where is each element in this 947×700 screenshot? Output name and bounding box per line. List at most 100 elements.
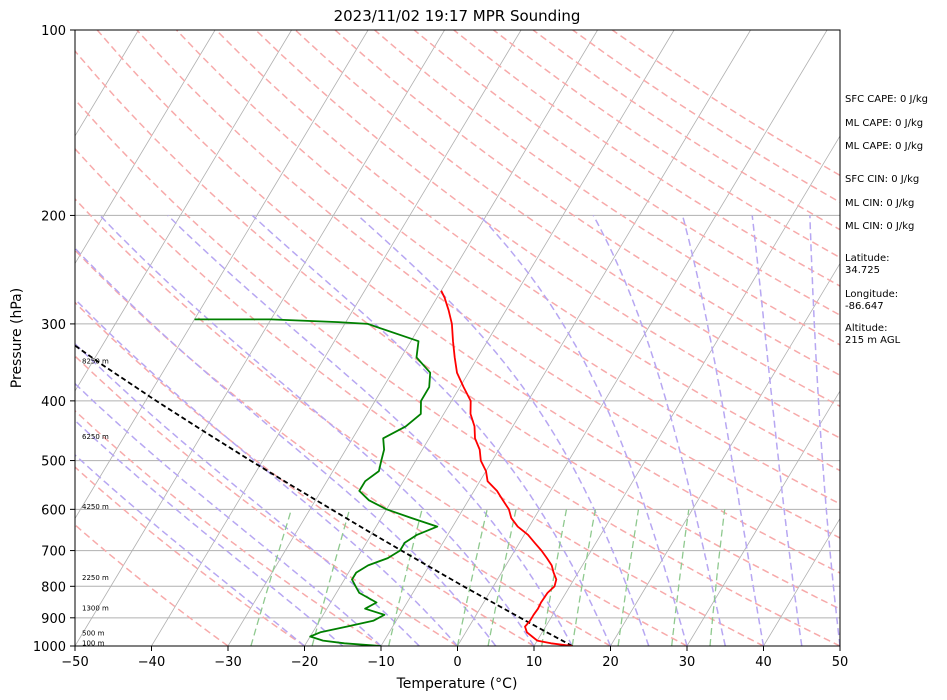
isotherm-line — [75, 30, 216, 265]
parcel-path-line — [75, 344, 573, 646]
y-tick-label: 800 — [41, 580, 66, 595]
y-tick-label: 600 — [41, 503, 66, 518]
isotherm-line — [75, 30, 369, 520]
moist-adiabat-line — [592, 215, 727, 646]
background-lines — [75, 30, 840, 646]
y-tick-label: 700 — [41, 545, 66, 560]
stat-sfc-cin: SFC CIN: 0 J/kg — [845, 174, 919, 185]
moist-adiabat-line — [357, 214, 650, 646]
latitude-value: 34.725 — [845, 265, 880, 276]
dry-adiabat-line — [75, 249, 611, 646]
dry-adiabat-line — [136, 30, 840, 539]
dry-adiabat-line — [294, 30, 840, 408]
isotherm-line — [380, 30, 751, 646]
dry-adiabat-line — [255, 30, 840, 439]
y-tick-label: 900 — [41, 612, 66, 627]
longitude-label: Longitude: — [845, 289, 898, 300]
temperature-line — [440, 290, 573, 646]
stat-ml-cin: ML CIN: 0 J/kg — [845, 198, 914, 209]
y-tick-label: 200 — [41, 209, 66, 224]
height-label: 4250 m — [82, 503, 109, 511]
mixing-ratio-line — [571, 509, 597, 646]
x-tick-label: 0 — [453, 655, 461, 670]
moist-adiabat-line — [75, 298, 459, 646]
dry-adiabat-line — [413, 30, 840, 316]
dry-adiabat-line — [96, 30, 840, 574]
moist-adiabat-line — [681, 215, 765, 646]
altitude-value: 215 m AGL — [845, 335, 901, 346]
dry-adiabat-line — [75, 301, 535, 646]
y-tick-label: 400 — [41, 395, 66, 410]
height-label: 100 m — [82, 639, 105, 647]
isotherm-line — [151, 30, 522, 646]
y-tick-label: 500 — [41, 455, 66, 470]
mixing-ratio-line — [250, 509, 293, 646]
isotherm-line — [75, 30, 445, 646]
stat-ml-cin-2: ML CIN: 0 J/kg — [845, 221, 914, 232]
moist-adiabat-line — [99, 214, 535, 646]
y-tick-label: 100 — [41, 24, 66, 39]
altitude-label: Altitude: — [845, 323, 887, 334]
dry-adiabat-line — [75, 49, 840, 610]
dry-adiabat-line — [75, 409, 382, 646]
isotherm-line — [533, 135, 840, 646]
y-axis: 100 200 300 400 500 600 700 800 900 1000 — [33, 24, 75, 655]
dry-adiabat-line — [374, 30, 840, 346]
dry-adiabat-line — [175, 30, 840, 505]
x-tick-label: 20 — [602, 655, 619, 670]
isotherm-line — [75, 30, 292, 392]
x-tick-label: −10 — [367, 655, 394, 670]
x-axis: −50 −40 −30 −20 −10 0 10 20 30 40 50 — [61, 646, 848, 670]
moist-adiabat-line — [809, 215, 840, 646]
isotherm-line — [610, 262, 840, 646]
isotherm-line — [686, 390, 840, 646]
mixing-ratio-line — [709, 509, 726, 646]
height-label: 8250 m — [82, 357, 109, 365]
dry-adiabat-line — [75, 98, 840, 646]
mixing-ratio-line — [388, 509, 423, 646]
dry-adiabat-line — [75, 197, 688, 646]
x-tick-label: −30 — [214, 655, 241, 670]
moist-adiabat-line — [751, 215, 803, 646]
mixing-ratio-line — [456, 509, 488, 646]
mixing-ratio-line — [671, 509, 690, 646]
chart-title: 2023/11/02 19:17 MPR Sounding — [334, 7, 581, 25]
moist-adiabat-line — [251, 214, 612, 646]
profile-lines — [75, 290, 573, 646]
dry-adiabat-line — [75, 147, 764, 646]
dry-adiabat-line — [453, 30, 840, 287]
y-tick-label: 300 — [41, 318, 66, 333]
isotherm-line — [457, 30, 828, 646]
x-tick-label: 50 — [832, 655, 849, 670]
height-label: 1300 m — [82, 605, 109, 613]
height-label: 500 m — [82, 630, 105, 638]
moist-adiabat-line — [75, 382, 382, 646]
isotherm-line — [75, 30, 139, 137]
x-axis-label: Temperature (°C) — [396, 676, 518, 692]
dry-adiabat-line — [334, 30, 840, 377]
mixing-ratio-line — [487, 509, 517, 646]
isotherm-line — [763, 517, 840, 646]
x-tick-label: 10 — [526, 655, 543, 670]
stat-ml-cape-2: ML CAPE: 0 J/kg — [845, 141, 923, 152]
mixing-ratio-line — [311, 509, 351, 646]
y-tick-label: 1000 — [33, 640, 66, 655]
x-tick-label: −50 — [61, 655, 88, 670]
dry-adiabat-line — [75, 354, 458, 646]
y-axis-label: Pressure (hPa) — [9, 288, 25, 388]
x-tick-label: −20 — [291, 655, 318, 670]
isotherm-line — [227, 30, 598, 646]
x-tick-label: 30 — [679, 655, 696, 670]
dry-adiabat-line — [215, 30, 840, 472]
height-label: 6250 m — [82, 433, 109, 441]
x-tick-label: −40 — [138, 655, 165, 670]
x-tick-label: 40 — [755, 655, 772, 670]
stat-ml-cape: ML CAPE: 0 J/kg — [845, 118, 923, 129]
isotherm-line — [304, 30, 675, 646]
mixing-ratio-line — [541, 509, 568, 646]
moist-adiabat-line — [75, 419, 344, 646]
stat-sfc-cape: SFC CAPE: 0 J/kg — [845, 94, 928, 105]
longitude-value: -86.647 — [845, 301, 884, 312]
